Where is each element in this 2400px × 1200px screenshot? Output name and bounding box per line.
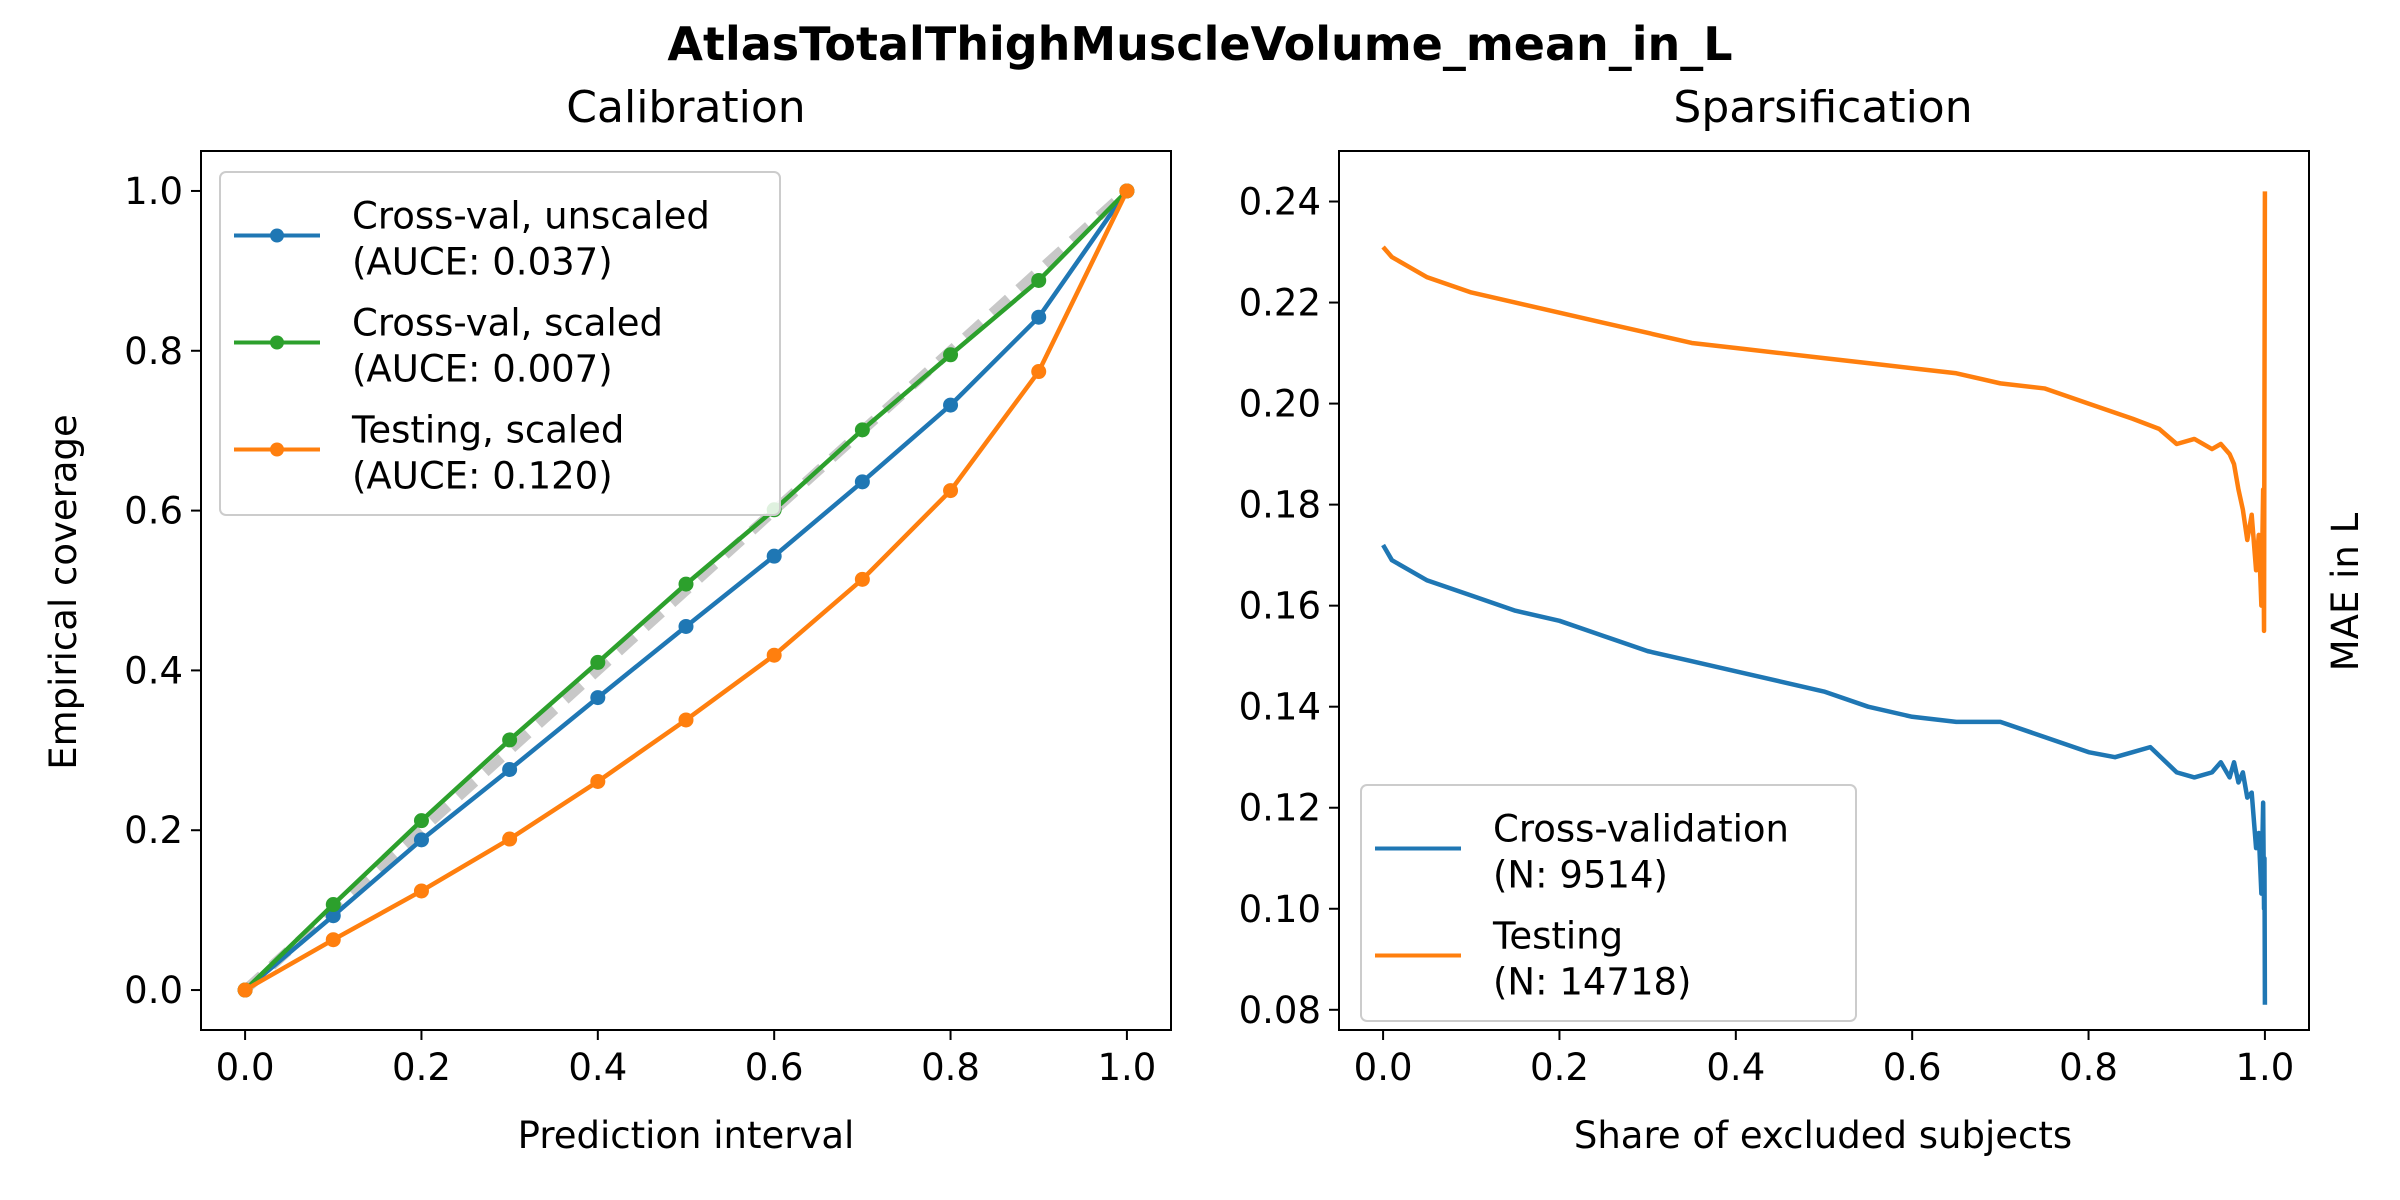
calibration-title: Calibration	[566, 82, 805, 133]
sparsification-y-tick-label: 0.16	[1239, 585, 1321, 628]
sparsification-x-tick-label: 0.8	[2059, 1046, 2118, 1089]
calibration-data-point	[678, 712, 694, 728]
calibration-data-point	[678, 618, 694, 634]
calibration-legend-label-extra: (AUCE: 0.007)	[352, 348, 613, 391]
calibration-data-point	[1119, 183, 1135, 199]
sparsification-y-tick-label: 0.08	[1239, 989, 1321, 1032]
calibration-data-point	[1031, 272, 1047, 288]
calibration-data-point	[590, 773, 606, 789]
sparsification-title: Sparsification	[1673, 82, 1972, 133]
sparsification-x-tick-label: 0.6	[1883, 1046, 1942, 1089]
sparsification-x-tick-label: 0.2	[1530, 1046, 1589, 1089]
calibration-legend-label: Cross-val, unscaled	[352, 195, 710, 238]
sparsification-legend-frame	[1360, 784, 1857, 1022]
calibration-data-point	[502, 761, 518, 777]
sparsification-x-tick-label: 1.0	[2235, 1046, 2294, 1089]
sparsification-y-tick-label: 0.18	[1239, 484, 1321, 527]
sparsification-xlabel: Share of excluded subjects	[1574, 1114, 2072, 1157]
calibration-y-tick-label: 1.0	[124, 170, 183, 213]
calibration-data-point	[413, 883, 429, 899]
calibration-data-point	[943, 347, 959, 363]
calibration-y-tick-label: 0.8	[124, 330, 183, 373]
calibration-legend-label-extra: (AUCE: 0.120)	[352, 455, 613, 498]
calibration-data-point	[943, 397, 959, 413]
calibration-data-point	[502, 732, 518, 748]
calibration-y-tick-label: 0.6	[124, 490, 183, 533]
sparsification-plot-frame	[1338, 150, 2310, 1031]
calibration-x-tick-label: 0.8	[921, 1046, 980, 1089]
calibration-ylabel: Empirical coverage	[42, 414, 85, 770]
calibration-data-point	[1031, 309, 1047, 325]
calibration-data-point	[590, 690, 606, 706]
calibration-data-point	[502, 831, 518, 847]
calibration-legend-label: Testing, scaled	[351, 409, 624, 452]
calibration-data-point	[237, 982, 253, 998]
calibration-panel: Calibration Prediction interval Empirica…	[42, 82, 1172, 1157]
calibration-x-tick-label: 0.2	[392, 1046, 451, 1089]
calibration-x-tick-label: 1.0	[1097, 1046, 1156, 1089]
sparsification-y-tick-label: 0.22	[1239, 282, 1321, 325]
sparsification-series-line	[1381, 543, 2268, 1005]
calibration-x-tick-label: 0.6	[745, 1046, 804, 1089]
calibration-data-point	[854, 474, 870, 490]
calibration-legend-frame	[219, 171, 781, 516]
sparsification-y-tick-label: 0.24	[1239, 181, 1321, 224]
calibration-data-point	[678, 576, 694, 592]
calibration-data-point	[413, 832, 429, 848]
figure-suptitle: AtlasTotalThighMuscleVolume_mean_in_L	[667, 17, 1732, 71]
calibration-x-tick-label: 0.4	[568, 1046, 627, 1089]
calibration-data-point	[413, 813, 429, 829]
calibration-data-point	[590, 654, 606, 670]
calibration-y-tick-label: 0.2	[124, 809, 183, 852]
sparsification-y-tick-label: 0.14	[1239, 686, 1321, 729]
sparsification-x-tick-label: 0.4	[1706, 1046, 1765, 1089]
calibration-legend-marker	[270, 442, 284, 457]
calibration-data-point	[943, 483, 959, 499]
sparsification-series-line	[1381, 191, 2268, 634]
sparsification-panel: Sparsification Share of excluded subject…	[1239, 82, 2367, 1157]
calibration-data-point	[854, 422, 870, 438]
calibration-data-point	[325, 932, 341, 948]
calibration-data-point	[1031, 364, 1047, 380]
calibration-legend-label-extra: (AUCE: 0.037)	[352, 241, 613, 284]
sparsification-y-tick-label: 0.20	[1239, 383, 1321, 426]
sparsification-legend-label-extra: (N: 14718)	[1493, 961, 1691, 1004]
calibration-legend-marker	[270, 228, 284, 243]
sparsification-y-tick-label: 0.12	[1239, 787, 1321, 830]
calibration-legend-label: Cross-val, scaled	[352, 302, 663, 345]
calibration-legend-marker	[270, 335, 284, 350]
calibration-data-point	[766, 647, 782, 663]
sparsification-legend-label: Testing	[1492, 915, 1623, 958]
calibration-xlabel: Prediction interval	[518, 1114, 855, 1157]
sparsification-ylabel: MAE in L	[2324, 512, 2367, 671]
calibration-plot-frame	[200, 150, 1172, 1031]
calibration-x-tick-label: 0.0	[216, 1046, 275, 1089]
calibration-y-tick-label: 0.4	[124, 649, 183, 692]
sparsification-y-tick-label: 0.10	[1239, 888, 1321, 931]
calibration-data-point	[854, 571, 870, 587]
sparsification-x-tick-label: 0.0	[1354, 1046, 1413, 1089]
calibration-data-point	[325, 908, 341, 924]
calibration-data-point	[766, 548, 782, 564]
sparsification-legend-label-extra: (N: 9514)	[1493, 854, 1668, 897]
sparsification-legend-label: Cross-validation	[1493, 808, 1789, 851]
calibration-data-point	[325, 897, 341, 913]
calibration-y-tick-label: 0.0	[124, 969, 183, 1012]
